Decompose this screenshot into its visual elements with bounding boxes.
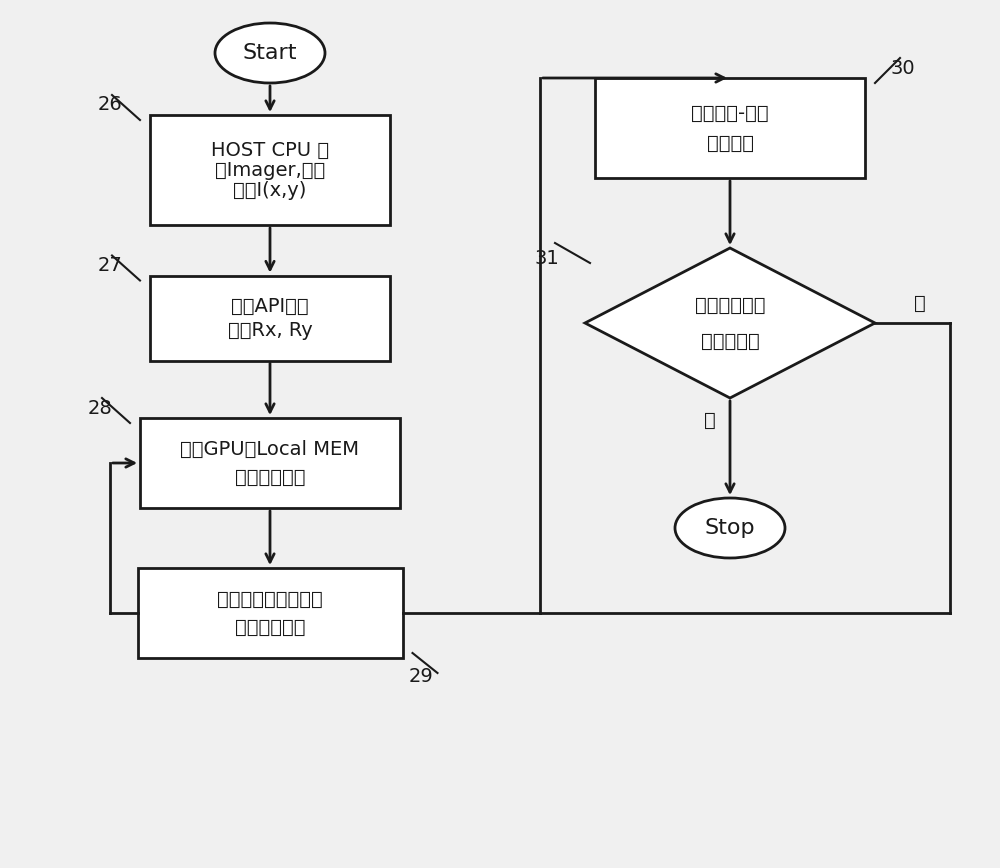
Text: 29: 29 <box>408 667 433 686</box>
Text: 进行图僾分割: 进行图僾分割 <box>235 468 305 486</box>
Text: 否: 否 <box>914 293 926 312</box>
Text: 31: 31 <box>535 248 559 267</box>
Text: 全部处理？: 全部处理？ <box>701 332 759 351</box>
Text: 26: 26 <box>98 95 122 115</box>
Ellipse shape <box>675 498 785 558</box>
Text: 28: 28 <box>88 398 112 418</box>
Text: 动Imager,获取: 动Imager,获取 <box>215 161 325 180</box>
Text: 读取Rx, Ry: 读取Rx, Ry <box>228 320 312 339</box>
Text: 将图僾或分割后的子: 将图僾或分割后的子 <box>217 589 323 608</box>
Text: 两维卷积: 两维卷积 <box>706 134 754 153</box>
Text: Start: Start <box>243 43 297 63</box>
Bar <box>140 418 400 508</box>
Text: HOST CPU 启: HOST CPU 启 <box>211 141 329 160</box>
Text: 27: 27 <box>98 256 122 275</box>
Text: 经过API函数: 经过API函数 <box>231 297 309 315</box>
Text: 是: 是 <box>704 411 716 430</box>
Ellipse shape <box>215 23 325 83</box>
Text: 拉普拉斯-高斯: 拉普拉斯-高斯 <box>691 103 769 122</box>
Bar <box>138 568 402 658</box>
Text: 是否分割图僾: 是否分割图僾 <box>695 295 765 314</box>
Text: 30: 30 <box>891 58 915 77</box>
Bar <box>150 115 390 225</box>
Text: 图僾I(x,y): 图僾I(x,y) <box>233 181 307 200</box>
Text: 根据GPU的Local MEM: 根据GPU的Local MEM <box>180 439 360 458</box>
Polygon shape <box>585 248 875 398</box>
Bar <box>150 275 390 360</box>
Text: Stop: Stop <box>705 518 755 538</box>
Text: 图僾读入内存: 图僾读入内存 <box>235 617 305 636</box>
Bar <box>595 78 865 178</box>
